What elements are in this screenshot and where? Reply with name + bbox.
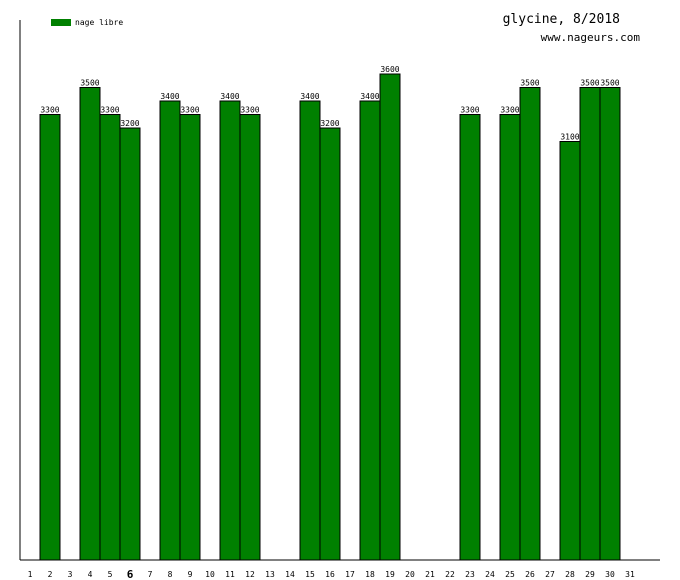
value-label-day-15: 3400 [300, 92, 319, 101]
value-label-day-11: 3400 [220, 92, 239, 101]
bar-day-4 [79, 87, 101, 561]
bar-day-28 [559, 141, 581, 561]
value-label-day-8: 3400 [160, 92, 179, 101]
legend-swatch [51, 19, 71, 26]
legend-label: nage libre [75, 18, 123, 27]
x-tick-label-25: 25 [505, 570, 515, 579]
bar-day-23 [459, 114, 481, 561]
value-label-day-18: 3400 [360, 92, 379, 101]
bar-day-9 [179, 114, 201, 561]
value-label-day-6: 3200 [120, 119, 139, 128]
value-label-day-19: 3600 [380, 65, 399, 74]
bar-day-18 [359, 100, 381, 561]
bar-day-30 [599, 87, 621, 561]
x-tick-label-23: 23 [465, 570, 475, 579]
x-tick-label-24: 24 [485, 570, 495, 579]
bar-day-12 [239, 114, 261, 561]
x-tick-label-10: 10 [205, 570, 215, 579]
value-label-day-28: 3100 [560, 133, 579, 142]
x-tick-label-6: 6 [127, 568, 134, 580]
bar-day-8 [159, 100, 181, 561]
chart-title: glycine, 8/2018 [503, 12, 620, 27]
bar-day-2 [39, 114, 61, 561]
bar-day-19 [379, 73, 401, 561]
x-tick-label-14: 14 [285, 570, 295, 579]
bars-group [39, 73, 621, 561]
x-tick-label-17: 17 [345, 570, 355, 579]
legend: nage libre [51, 18, 123, 27]
x-tick-label-8: 8 [168, 570, 173, 579]
x-tick-label-26: 26 [525, 570, 535, 579]
x-tick-label-18: 18 [365, 570, 375, 579]
value-label-day-30: 3500 [600, 79, 619, 88]
x-tick-label-5: 5 [108, 570, 113, 579]
value-label-day-5: 3300 [100, 106, 119, 115]
bar-day-5 [99, 114, 121, 561]
value-label-day-16: 3200 [320, 119, 339, 128]
value-label-day-9: 3300 [180, 106, 199, 115]
value-label-day-2: 3300 [40, 106, 59, 115]
x-tick-label-28: 28 [565, 570, 575, 579]
x-tick-label-19: 19 [385, 570, 395, 579]
bar-day-15 [299, 100, 321, 561]
bar-day-11 [219, 100, 241, 561]
bar-day-6 [119, 127, 141, 561]
x-tick-label-15: 15 [305, 570, 315, 579]
bar-day-29 [579, 87, 601, 561]
x-tick-label-31: 31 [625, 570, 635, 579]
x-tick-label-20: 20 [405, 570, 415, 579]
x-tick-label-7: 7 [148, 570, 153, 579]
x-tick-label-21: 21 [425, 570, 435, 579]
x-tick-label-2: 2 [48, 570, 53, 579]
bar-day-16 [319, 127, 341, 561]
x-tick-label-16: 16 [325, 570, 335, 579]
value-label-day-23: 3300 [460, 106, 479, 115]
value-label-day-25: 3300 [500, 106, 519, 115]
value-label-day-4: 3500 [80, 79, 99, 88]
x-tick-label-11: 11 [225, 570, 235, 579]
value-label-day-12: 3300 [240, 106, 259, 115]
value-label-day-29: 3500 [580, 79, 599, 88]
x-tick-label-27: 27 [545, 570, 555, 579]
x-tick-label-1: 1 [28, 570, 33, 579]
x-tick-label-9: 9 [188, 570, 193, 579]
x-tick-labels-group: 1 2 3 4 5 6 7 8 9 10 11 12 13 14 15 16 17 18 19 20 21 22 23 24 2… [28, 568, 635, 580]
x-tick-label-12: 12 [245, 570, 255, 579]
x-tick-label-30: 30 [605, 570, 615, 579]
x-tick-label-3: 3 [68, 570, 73, 579]
value-labels-group: 3300350033003200340033003400330034003200… [40, 65, 619, 142]
x-tick-label-4: 4 [88, 570, 93, 579]
bar-day-25 [499, 114, 521, 561]
value-label-day-26: 3500 [520, 79, 539, 88]
x-tick-label-22: 22 [445, 570, 455, 579]
bar-day-26 [519, 87, 541, 561]
x-tick-label-29: 29 [585, 570, 595, 579]
x-tick-label-13: 13 [265, 570, 275, 579]
chart-subtitle: www.nageurs.com [541, 31, 641, 44]
